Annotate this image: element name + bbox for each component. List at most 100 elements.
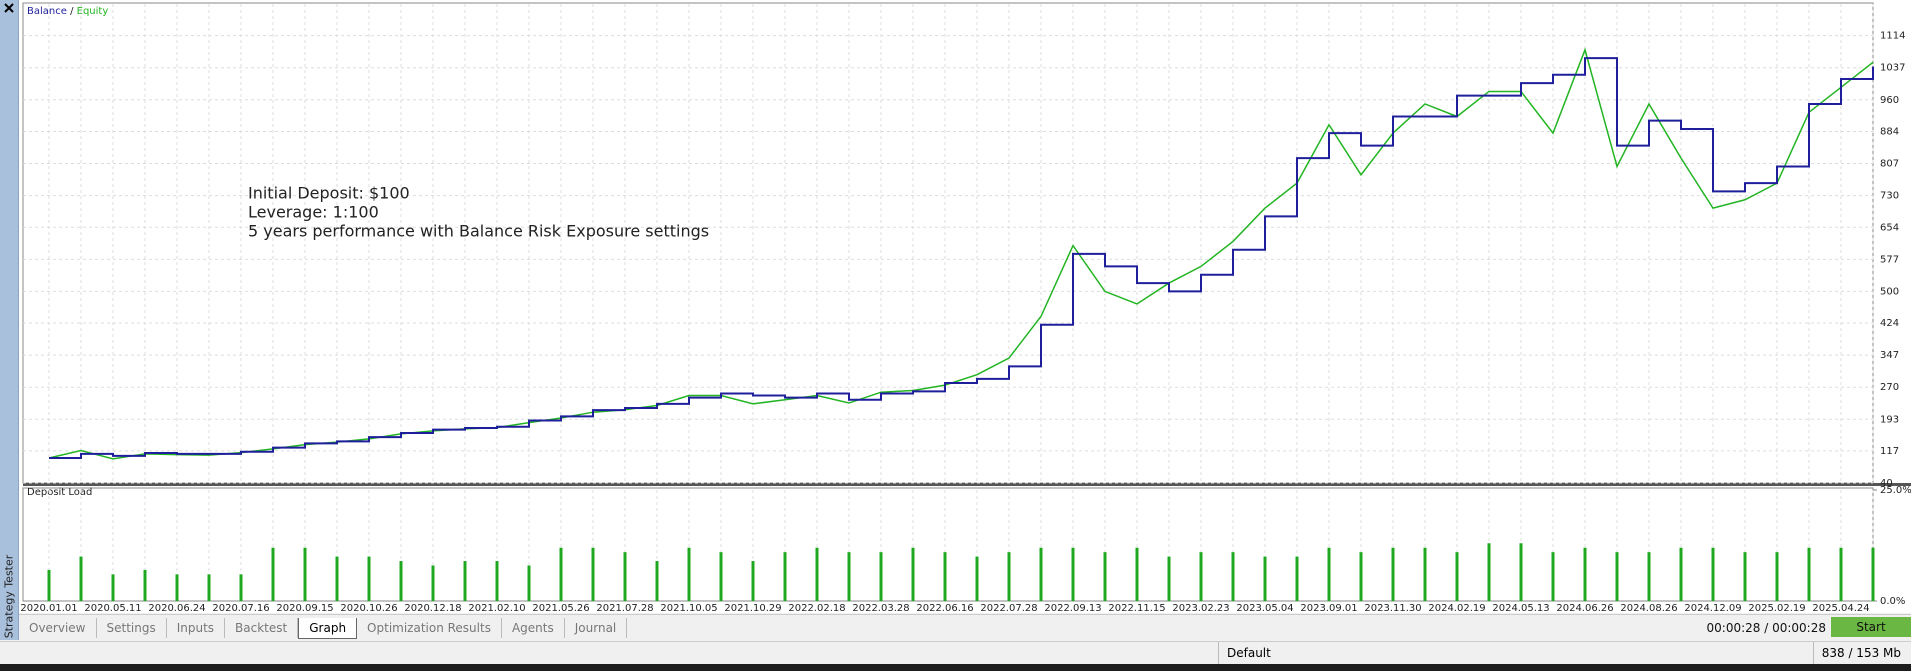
- y-tick-label: 1037: [1880, 63, 1905, 74]
- bar: [1679, 547, 1683, 601]
- bar: [783, 552, 787, 601]
- x-tick-label: 2025.04.24: [1812, 603, 1869, 613]
- bar: [463, 561, 467, 601]
- x-tick-label: 2024.06.26: [1556, 603, 1613, 613]
- bar: [1807, 547, 1811, 601]
- x-tick-label: 2020.10.26: [340, 603, 397, 613]
- bar: [1391, 547, 1395, 601]
- bar: [1231, 552, 1235, 601]
- bar: [1103, 552, 1107, 601]
- bar: [975, 556, 979, 601]
- bar: [399, 561, 403, 601]
- bar: [335, 556, 339, 601]
- side-panel: Strategy Tester: [0, 0, 19, 640]
- x-tick-label: 2024.05.13: [1492, 603, 1549, 613]
- plot-frame: [22, 487, 1874, 602]
- annotation: Initial Deposit: $100: [248, 184, 410, 203]
- x-tick-label: 2024.08.26: [1620, 603, 1677, 613]
- x-tick-label: 2022.06.16: [916, 603, 973, 613]
- charts: Balance / Equity Deposit Load 40 117 193 27…: [0, 0, 1911, 613]
- y-tick-label: 577: [1880, 254, 1899, 265]
- bar: [655, 561, 659, 601]
- bar: [751, 561, 755, 601]
- x-tick-label: 2021.07.28: [596, 603, 653, 613]
- x-tick-label: 2022.02.18: [788, 603, 845, 613]
- bar: [1039, 547, 1043, 601]
- bar: [943, 552, 947, 601]
- bar: [879, 552, 883, 601]
- y-tick-label: 347: [1880, 350, 1899, 361]
- tab[interactable]: Overview: [19, 618, 97, 638]
- x-tick-label: 2023.02.23: [1172, 603, 1229, 613]
- x-tick-label: 2020.01.01: [20, 603, 77, 613]
- y-tick-label: 424: [1880, 318, 1899, 329]
- profile[interactable]: Default: [1218, 642, 1467, 665]
- x-tick-label: 2023.11.30: [1364, 603, 1421, 613]
- bar: [1551, 552, 1555, 601]
- y-tick-label: 0.0%: [1880, 596, 1905, 607]
- legend: Balance / Equity: [27, 6, 108, 17]
- y-tick-label: 193: [1880, 414, 1899, 425]
- bar: [1135, 547, 1139, 601]
- bar: [591, 547, 595, 601]
- bar: [367, 556, 371, 601]
- bar: [1871, 547, 1875, 601]
- status-bar: Default 838 / 153 Mb: [0, 641, 1911, 665]
- bar: [1487, 543, 1491, 601]
- x-tick-label: 2024.12.09: [1684, 603, 1741, 613]
- bar: [47, 569, 51, 601]
- x-tick-label: 2025.02.19: [1748, 603, 1805, 613]
- y-tick-label: 654: [1880, 222, 1899, 233]
- annotation: Leverage: 1:100: [248, 203, 379, 222]
- tab[interactable]: Settings: [97, 618, 167, 638]
- bar: [1359, 552, 1363, 601]
- y-tick-label: 270: [1880, 382, 1899, 393]
- start-button[interactable]: Start: [1831, 617, 1911, 637]
- x-tick-label: 2021.05.26: [532, 603, 589, 613]
- bar: [1007, 552, 1011, 601]
- bar: [431, 565, 435, 601]
- bar: [1839, 547, 1843, 601]
- y-tick-label: 500: [1880, 286, 1899, 297]
- y-tick-label: 25.0%: [1880, 485, 1911, 496]
- bar: [1199, 552, 1203, 601]
- bar: [303, 547, 307, 601]
- x-tick-label: 2023.09.01: [1300, 603, 1357, 613]
- bar: [495, 561, 499, 601]
- bar: [1775, 552, 1779, 601]
- bar: [623, 552, 627, 601]
- bar: [687, 547, 691, 601]
- x-tick-label: 2020.07.16: [212, 603, 269, 613]
- tab[interactable]: Inputs: [167, 618, 226, 638]
- close-icon[interactable]: [0, 0, 18, 16]
- bar: [111, 574, 115, 601]
- bar: [1071, 547, 1075, 601]
- x-tick-label: 2021.02.10: [468, 603, 525, 613]
- tab[interactable]: Agents: [502, 618, 565, 638]
- side-label: Strategy Tester: [2, 554, 16, 639]
- tab[interactable]: Backtest: [225, 618, 299, 638]
- bar: [271, 547, 275, 601]
- tab[interactable]: Graph: [298, 617, 358, 639]
- y-tick-label: 730: [1880, 191, 1899, 202]
- tab[interactable]: Journal: [565, 618, 628, 638]
- bar: [1263, 556, 1267, 601]
- bar: [1743, 552, 1747, 601]
- legend-separator: /: [70, 6, 74, 17]
- bar: [559, 547, 563, 601]
- bar: [1583, 547, 1587, 601]
- bar: [1295, 556, 1299, 601]
- y-tick-label: 960: [1880, 95, 1899, 106]
- x-tick-label: 2022.09.13: [1044, 603, 1101, 613]
- y-tick-label: 1114: [1880, 31, 1905, 42]
- x-tick-label: 2020.06.24: [148, 603, 205, 613]
- x-tick-label: 2021.10.29: [724, 603, 781, 613]
- x-tick-label: 2024.02.19: [1428, 603, 1485, 613]
- tab[interactable]: Optimization Results: [357, 618, 502, 638]
- x-tick-label: 2020.05.11: [84, 603, 141, 613]
- y-tick-label: 117: [1880, 446, 1899, 457]
- bar: [1167, 556, 1171, 601]
- x-tick-label: 2021.10.05: [660, 603, 717, 613]
- bar: [911, 547, 915, 601]
